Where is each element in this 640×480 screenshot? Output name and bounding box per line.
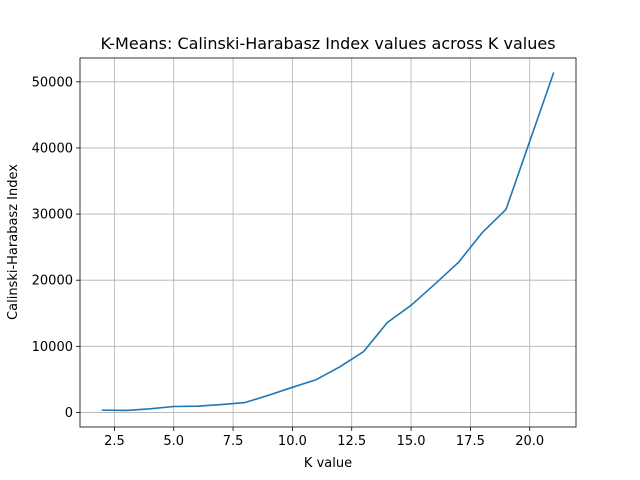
x-tick-label: 20.0 xyxy=(515,434,544,449)
y-axis-label: Calinski-Harabasz Index xyxy=(6,164,21,320)
tick-layer: 2.5 5.0 7.5 10.0 12.5 15.0 17.5 20.0 0 10000 20000… xyxy=(32,75,545,449)
series-line xyxy=(101,72,555,412)
y-tick-label: 0 xyxy=(65,406,73,421)
x-tick-label: 2.5 xyxy=(104,434,125,449)
y-tick-label: 40000 xyxy=(32,141,73,156)
x-tick-label: 5.0 xyxy=(163,434,184,449)
y-tick-label: 50000 xyxy=(32,75,73,90)
x-axis-label: K value xyxy=(304,456,352,471)
x-tick-label: 12.5 xyxy=(337,434,366,449)
x-tick-label: 15.0 xyxy=(397,434,426,449)
x-tick-label: 17.5 xyxy=(456,434,485,449)
y-tick-label: 20000 xyxy=(32,274,73,289)
series-layer xyxy=(101,72,555,412)
y-tick-label: 30000 xyxy=(32,208,73,223)
x-tick-label: 10.0 xyxy=(278,434,307,449)
y-tick-label: 10000 xyxy=(32,340,73,355)
x-tick-label: 7.5 xyxy=(223,434,244,449)
chart-title: K-Means: Calinski-Harabasz Index values … xyxy=(100,34,555,53)
grid-layer xyxy=(80,58,576,427)
plot-frame xyxy=(79,57,577,428)
